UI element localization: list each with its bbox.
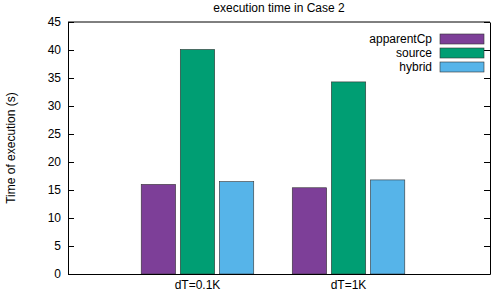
x-tick: dT=0.1K [175,274,221,292]
y-tick-mark-right [484,246,490,247]
y-tick-mark [68,78,74,79]
y-axis-line [68,23,69,275]
x-tick-label: dT=0.1K [175,278,221,292]
y-tick-mark [68,50,74,51]
legend-swatch [440,62,484,72]
y-tick-mark-right [484,190,490,191]
y-tick-right [484,190,490,191]
bar [219,182,253,274]
bar [292,188,326,274]
y-axis: 0 5 10 15 20 25 30 35 40 45 [48,15,74,281]
y-tick-mark-right [484,218,490,219]
legend-label: hybrid [399,60,432,74]
x-axis: dT=0.1K dT=1K [69,274,491,292]
y-tick-mark-right [484,78,490,79]
y-tick-right [484,50,490,51]
legend-item: apparentCp [369,32,484,46]
y-tick-mark [68,134,74,135]
y-tick-right [484,106,490,107]
legend-item: source [396,46,484,60]
frame-right [490,23,491,275]
x-axis-line [69,274,491,275]
y-tick: 40 [48,43,74,57]
y-tick-label: 0 [54,267,61,281]
x-tick-label: dT=1K [331,278,367,292]
legend-swatch [440,34,484,44]
y-tick: 35 [48,71,74,85]
legend-label: source [396,46,432,60]
y-tick-label: 10 [48,211,62,225]
y-tick: 10 [48,211,74,225]
y-axis-right [484,23,491,275]
y-tick-mark-right [484,162,490,163]
y-tick-right [484,218,490,219]
legend: apparentCpsourcehybrid [369,32,484,74]
y-tick: 30 [48,99,74,113]
y-tick-mark [68,218,74,219]
bar-series [180,49,365,274]
bars [141,49,405,274]
y-tick-label: 40 [48,43,62,57]
y-tick: 20 [48,155,74,169]
chart: execution time in Case 2 Time of executio… [0,0,500,293]
y-tick-mark-right [484,134,490,135]
y-tick-label: 20 [48,155,62,169]
legend-label: apparentCp [369,32,432,46]
y-tick-right [484,78,490,79]
y-tick-label: 30 [48,99,62,113]
y-tick-right [484,134,490,135]
legend-swatch [440,48,484,58]
y-tick-mark [68,106,74,107]
bar [370,180,404,274]
title: execution time in Case 2 [213,1,345,15]
legend-item: hybrid [399,60,484,74]
bar [180,49,214,274]
y-axis-title: Time of execution (s) [4,92,18,204]
y-tick-label: 15 [48,183,62,197]
y-tick-right [484,246,490,247]
y-tick: 15 [48,183,74,197]
y-tick-mark [68,190,74,191]
y-tick-mark [68,162,74,163]
y-tick-label: 5 [54,239,61,253]
y-tick: 5 [54,239,74,253]
y-tick-label: 45 [48,15,62,29]
bar-series [219,180,404,274]
y-tick-label: 35 [48,71,62,85]
frame-top [68,22,490,23]
bar [141,184,175,274]
y-tick: 25 [48,127,74,141]
y-tick-mark-right [484,106,490,107]
chart-container: execution time in Case 2 Time of executio… [0,0,500,293]
y-tick-mark-right [484,50,490,51]
y-tick-right [484,162,490,163]
y-tick-mark [68,246,74,247]
x-tick: dT=1K [331,274,367,292]
y-tick-label: 25 [48,127,62,141]
bar [331,82,365,274]
